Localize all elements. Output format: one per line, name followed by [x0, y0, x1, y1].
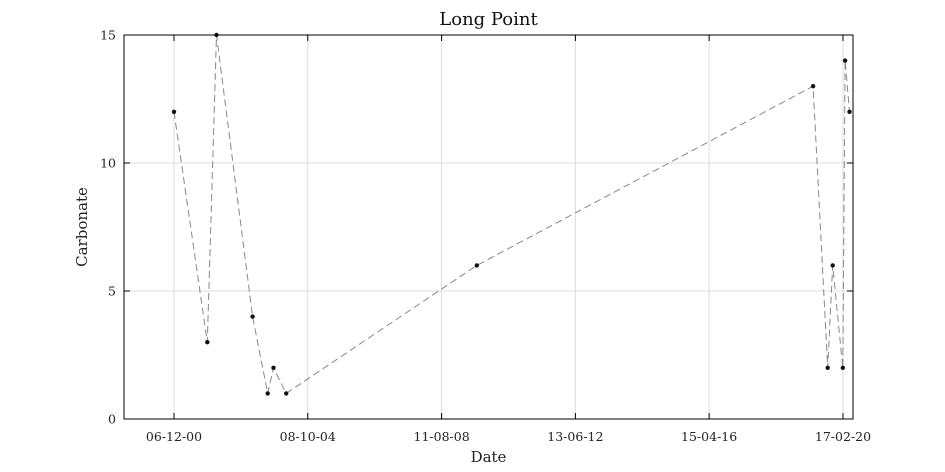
x-tick-label: 17-02-20	[815, 429, 871, 444]
x-tick-label: 13-06-12	[547, 429, 603, 444]
data-point	[284, 391, 289, 396]
chart-title: Long Point	[439, 9, 538, 30]
x-tick-label: 11-08-08	[414, 429, 470, 444]
data-point	[842, 58, 848, 63]
data-point	[271, 365, 276, 370]
x-tick-label: 15-04-16	[681, 429, 737, 444]
x-axis-label: Date	[471, 448, 507, 466]
grid-lines	[124, 34, 853, 420]
axis-ticks	[124, 34, 853, 420]
data-point	[205, 340, 210, 345]
y-tick-label: 10	[100, 156, 116, 171]
x-tick-label: 08-10-04	[280, 429, 336, 444]
series-line	[173, 34, 850, 395]
data-point	[810, 84, 816, 89]
data-point	[250, 314, 255, 319]
y-tick-label: 15	[100, 28, 116, 43]
plot-frame	[123, 34, 854, 420]
data-point	[847, 109, 852, 115]
y-axis-label: Carbonate	[73, 187, 91, 267]
data-point	[840, 365, 845, 370]
data-point	[265, 391, 270, 396]
data-points	[171, 32, 852, 396]
y-tick-label: 5	[108, 284, 116, 299]
x-tick-label: 06-12-00	[146, 429, 202, 444]
data-point	[830, 263, 835, 268]
data-point	[171, 109, 177, 115]
data-point	[474, 263, 479, 268]
data-point	[825, 365, 830, 370]
tick-labels: 06-12-00 08-10-04 11-08-08 13-06-12 15-04-16…	[100, 28, 871, 445]
y-tick-label: 0	[108, 412, 116, 427]
